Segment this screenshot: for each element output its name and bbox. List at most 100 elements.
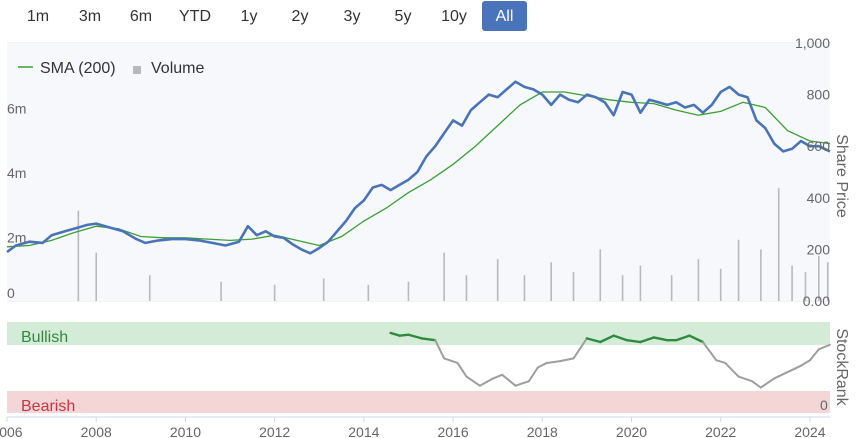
volume-tick-label: 4m [7,165,26,181]
price-tick-label: 800 [807,87,831,103]
stockrank-segment [501,373,517,387]
volume-bar [818,255,820,301]
range-button-1m[interactable]: 1m [26,8,50,25]
range-button-all[interactable]: All [482,1,527,31]
stockrank-segment [585,337,602,344]
sma-line [6,91,831,248]
stockrank-segment [492,373,504,380]
stockrank-segment [572,337,588,360]
range-button-1y[interactable]: 1y [240,8,258,25]
volume-bar [550,262,553,301]
stockrank-segment [398,333,410,337]
stockrank-segment [612,334,629,342]
price-tick-label: 200 [807,241,831,257]
volume-legend-label[interactable]: Volume [151,60,204,77]
stockrank-segment [688,334,705,344]
volume-bar [496,259,499,301]
volume-axis: 6m 4m 2m 0 [7,101,26,302]
x-tick-label: 2020 [616,424,647,438]
range-button-10y[interactable]: 10y [441,8,467,25]
stockrank-segment [599,334,615,344]
volume-bar [77,210,80,301]
stockrank-segment [759,377,776,389]
price-axis: 1,000 800 600 400 200 0.00 [795,35,830,309]
stockrank-segment [750,380,762,389]
legend: SMA (200) Volume [18,60,204,77]
stockrank-segment [625,339,642,344]
volume-bar [367,284,370,301]
x-tick-label: 2024 [794,424,825,438]
stockrank-segment [773,371,789,380]
x-tick-label: 2022 [705,424,736,438]
stockrank-segment [514,380,530,387]
price-tick-label: 0.00 [803,293,830,309]
volume-bar [599,249,602,301]
bearish-zone [7,391,830,413]
range-button-3m[interactable]: 3m [78,8,102,25]
stockrank-segment [420,337,437,342]
bearish-zone-label: Bearish [21,398,75,415]
range-button-5y[interactable]: 5y [394,8,412,25]
stockrank-segment [817,343,831,351]
volume-bar [719,268,722,301]
volume-bar [697,259,700,301]
stockrank-segment [800,359,811,367]
x-tick-label: 2008 [81,424,112,438]
volume-bar [760,249,762,301]
volume-tick-label: 2m [7,230,26,246]
volume-bar [148,275,151,301]
x-tick-label: 2018 [527,424,558,438]
x-axis: 2006 2008 2010 2012 2014 2016 2018 2020 2022 2024 [0,417,826,438]
volume-bars [77,188,829,301]
stockrank-segment [808,348,820,362]
stockrank-segment [478,377,495,387]
price-tick-label: 600 [807,138,831,154]
volume-bar [465,275,468,301]
volume-bar [639,265,642,301]
range-button-2y[interactable]: 2y [291,8,309,25]
stockrank-segment [527,366,539,383]
sma-legend-label[interactable]: SMA (200) [40,60,116,77]
volume-bar [670,275,673,301]
stockrank-segment [701,341,718,362]
price-axis-title: Share Price [833,134,850,218]
x-tick-label: 2014 [348,424,379,438]
stockrank-axis-zero: 0 [820,397,828,413]
x-tick-label: 2012 [259,424,290,438]
stockrank-segment [786,364,803,374]
range-button-6m[interactable]: 6m [129,8,153,25]
stockrank-segment [434,339,446,360]
stockrank-segment [724,361,740,378]
stockrank-segment [389,331,401,337]
stockrank-segment [559,357,575,363]
stockrank-axis-title: StockRank [833,328,850,406]
stockrank-panel: Bullish Bearish 0 StockRank [7,322,850,415]
volume-bar [621,275,624,301]
volume-bar [95,252,98,301]
volume-bar [322,278,325,301]
volume-bar [572,271,575,301]
x-tick-label: 2010 [170,424,201,438]
stockrank-segment [715,359,727,364]
stockrank-segment [465,375,481,387]
volume-bar [273,284,276,301]
stockrank-segment [443,357,459,364]
stockrank-segment [456,361,468,378]
stockrank-segment [737,375,753,383]
volume-bar [407,281,410,301]
stockrank-segment [545,360,562,364]
volume-bar [220,281,222,301]
stockrank-segment [674,334,691,342]
volume-bar [737,239,740,301]
volume-bar [826,262,829,301]
range-button-3y[interactable]: 3y [343,8,361,25]
stockrank-segment [407,333,424,340]
volume-tick-label: 0 [7,285,15,301]
x-tick-label: 2016 [437,424,468,438]
stockrank-segment [639,336,656,344]
range-button-ytd[interactable]: YTD [179,8,211,25]
volume-tick-label: 6m [7,101,26,117]
price-line [6,80,831,255]
x-tick-label: 2006 [0,424,23,438]
